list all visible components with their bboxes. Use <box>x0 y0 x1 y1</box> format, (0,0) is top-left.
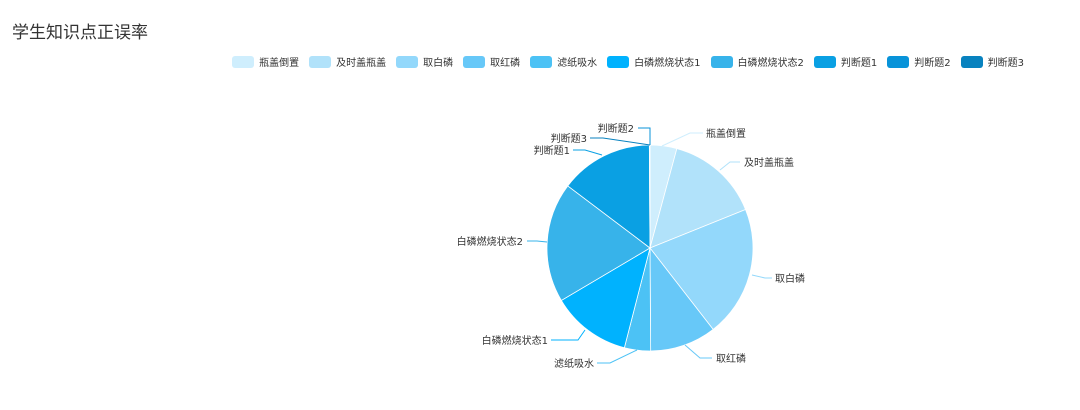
legend-item[interactable]: 判断题1 <box>813 54 878 69</box>
legend-label: 白磷燃烧状态2 <box>737 58 804 69</box>
legend-label: 取红磷 <box>490 58 521 69</box>
label-line <box>684 344 712 359</box>
slice-label: 白磷燃烧状态2 <box>457 235 523 248</box>
legend-label: 判断题1 <box>840 58 878 69</box>
legend-item[interactable]: 及时盖瓶盖 <box>309 54 386 69</box>
label-line <box>590 137 651 146</box>
legend-label: 判断题2 <box>914 58 951 69</box>
legend-label: 白磷燃烧状态1 <box>634 58 701 69</box>
label-line <box>573 149 603 156</box>
legend-item[interactable]: 判断题3 <box>960 54 1024 69</box>
label-line <box>638 127 651 145</box>
legend-label: 滤纸吸水 <box>557 58 598 69</box>
legend-item[interactable]: 取红磷 <box>463 54 520 69</box>
legend-item[interactable]: 判断题2 <box>887 54 951 69</box>
legend-swatch <box>309 55 332 68</box>
legend-swatch <box>960 55 983 68</box>
legend-swatch <box>396 55 419 68</box>
legend-swatch <box>530 55 553 68</box>
pie-slice[interactable] <box>567 144 651 249</box>
legend-swatch <box>232 55 255 68</box>
legend-label: 及时盖瓶盖 <box>336 58 387 69</box>
slice-label: 及时盖瓶盖 <box>744 156 794 169</box>
legend: 瓶盖倒置 及时盖瓶盖 取白磷 取红磷 滤纸吸水 白磷燃烧状态1 白磷燃烧状态2 判断题1 判断题… <box>232 54 1024 69</box>
legend-label: 取白磷 <box>423 58 454 69</box>
label-line <box>751 274 772 279</box>
label-line <box>597 349 638 364</box>
legend-item[interactable]: 滤纸吸水 <box>530 54 597 69</box>
pie-slice[interactable] <box>546 185 651 301</box>
legend-swatch <box>710 55 733 68</box>
label-line <box>719 161 740 171</box>
pie-slice[interactable] <box>649 148 747 249</box>
label-line <box>551 329 586 341</box>
label-line <box>661 132 703 147</box>
slice-label: 取红磷 <box>716 352 746 365</box>
slice-label: 判断题1 <box>534 144 570 157</box>
slice-label: 瓶盖倒置 <box>706 127 746 140</box>
chart-title: 学生知识点正误率 <box>12 23 148 43</box>
legend-swatch <box>607 55 630 68</box>
pie-slice[interactable] <box>560 247 651 349</box>
legend-item[interactable]: 取白磷 <box>396 54 453 69</box>
slice-label: 取白磷 <box>775 272 805 285</box>
pie-slice[interactable] <box>649 208 754 330</box>
legend-swatch <box>813 55 836 68</box>
slice-label: 白磷燃烧状态1 <box>482 334 548 347</box>
slice-label: 滤纸吸水 <box>554 357 594 370</box>
legend-item[interactable]: 瓶盖倒置 <box>232 54 299 69</box>
slice-label: 判断题3 <box>551 132 587 145</box>
legend-label: 瓶盖倒置 <box>259 58 300 69</box>
legend-swatch <box>887 55 910 68</box>
legend-item[interactable]: 白磷燃烧状态1 <box>607 54 701 69</box>
legend-item[interactable]: 白磷燃烧状态2 <box>710 54 804 69</box>
legend-swatch <box>463 55 486 68</box>
slice-label: 判断题2 <box>598 122 634 135</box>
legend-label: 判断题3 <box>987 58 1024 69</box>
label-line <box>527 240 548 243</box>
